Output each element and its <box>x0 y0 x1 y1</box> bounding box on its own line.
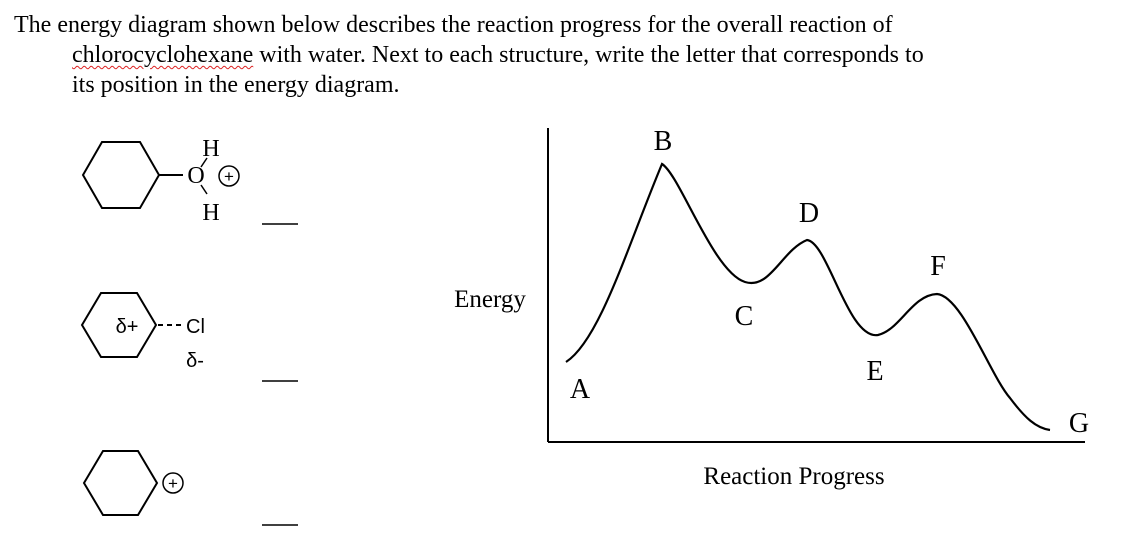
point-label-b: B <box>654 126 673 157</box>
o-h-bond-bottom <box>200 184 208 195</box>
question-line-3: its position in the energy diagram. <box>72 72 400 98</box>
point-label-f: F <box>930 251 946 282</box>
y-axis-label: Energy <box>454 286 526 313</box>
cyclohexane-ring <box>81 141 161 209</box>
point-label-e: E <box>866 356 883 387</box>
x-axis-label: Reaction Progress <box>703 463 884 490</box>
partial-positive-label: δ+ <box>116 316 139 338</box>
point-label-d: D <box>799 198 819 229</box>
structure-protonated-cyclohexanol: O H H + <box>81 136 298 226</box>
question-line-1: The energy diagram shown below describes… <box>14 12 893 38</box>
cyclohexane-ring <box>82 450 159 516</box>
question-text: The energy diagram shown below describes… <box>14 10 1094 100</box>
hydrogen-bottom: H <box>202 200 219 226</box>
o-h-bond-top <box>200 157 208 168</box>
point-label-a: A <box>570 374 591 405</box>
misspelled-word: chlorocyclohexane <box>72 42 254 68</box>
svg-text:+: + <box>168 474 178 493</box>
chlorine-atom: Cl <box>186 316 205 338</box>
hydrogen-top: H <box>202 136 219 162</box>
question-line-2: chlorocyclohexane with water. Next to ea… <box>72 42 924 68</box>
point-label-c: C <box>735 301 754 332</box>
energy-curve <box>565 162 1051 432</box>
positive-charge-icon: + <box>218 165 240 187</box>
structure-carbocation: + <box>82 450 298 526</box>
structure-transition-state: δ+ Cl δ- <box>80 292 298 382</box>
positive-charge-icon: + <box>162 472 184 494</box>
oxygen-atom: O <box>187 163 204 189</box>
partial-negative-label: δ- <box>186 350 204 372</box>
point-label-g: G <box>1069 408 1089 439</box>
energy-diagram: Energy Reaction Progress A B C D E F G <box>454 126 1089 490</box>
svg-text:+: + <box>224 167 234 186</box>
cyclohexane-ring <box>80 292 158 358</box>
